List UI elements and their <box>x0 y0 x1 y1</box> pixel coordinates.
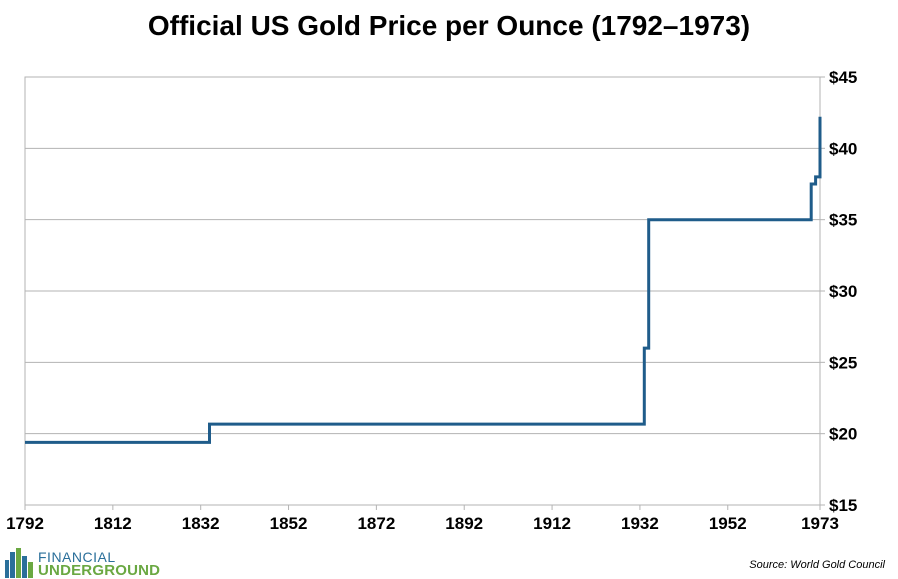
x-tick-label: 1872 <box>357 514 395 533</box>
y-tick-label: $45 <box>829 68 857 87</box>
x-tick-label: 1832 <box>182 514 220 533</box>
x-tick-label: 1792 <box>6 514 44 533</box>
x-tick-label: 1852 <box>270 514 308 533</box>
y-tick-label: $20 <box>829 425 857 444</box>
x-tick-label: 1932 <box>621 514 659 533</box>
y-tick-label: $30 <box>829 282 857 301</box>
x-tick-label: 1912 <box>533 514 571 533</box>
chart-title: Official US Gold Price per Ounce (1792–1… <box>147 10 751 41</box>
x-tick-label: 1812 <box>94 514 132 533</box>
logo-text-financial: FINANCIAL <box>38 549 116 565</box>
y-tick-label: $40 <box>829 139 857 158</box>
x-tick-label: 1973 <box>801 514 839 533</box>
y-tick-label: $35 <box>829 211 857 230</box>
logo-text-underground: UNDERGROUND <box>38 562 161 579</box>
y-tick-label: $15 <box>829 496 857 515</box>
x-tick-label: 1952 <box>709 514 747 533</box>
skyline-logo-icon <box>5 548 33 578</box>
brand-logo: FINANCIAL UNDERGROUND <box>4 548 160 579</box>
source-note: Source: World Gold Council <box>749 559 885 571</box>
x-tick-label: 1892 <box>445 514 483 533</box>
y-tick-label: $25 <box>829 353 857 372</box>
series-line-gold-price <box>25 116 822 444</box>
